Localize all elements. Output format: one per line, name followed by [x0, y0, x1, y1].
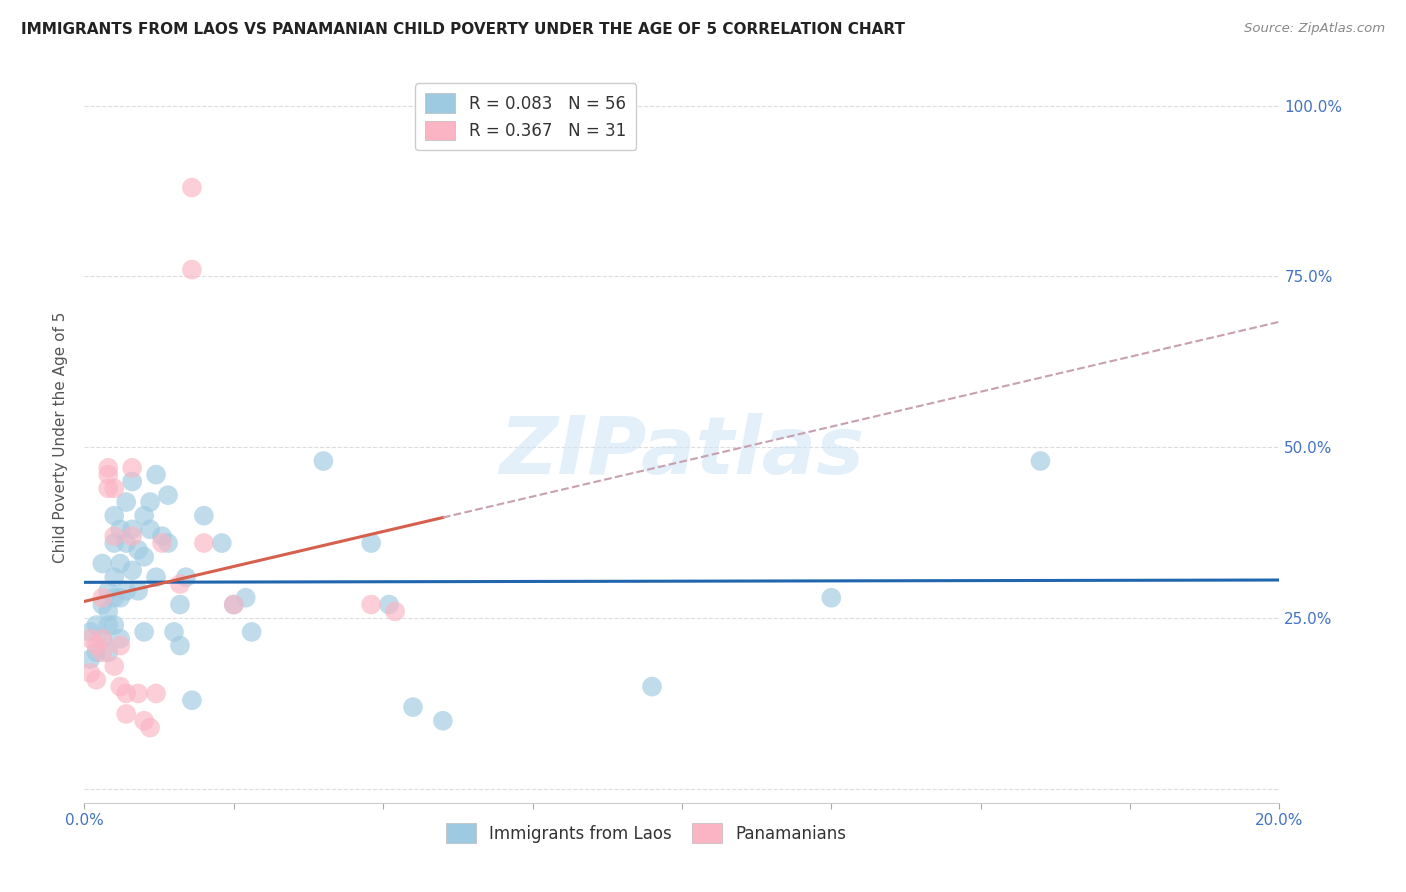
Point — [115, 706, 138, 721]
Point — [103, 570, 125, 584]
Point — [181, 180, 204, 194]
Point — [169, 577, 191, 591]
Point — [110, 522, 132, 536]
Point — [145, 467, 167, 482]
Point — [145, 570, 167, 584]
Point — [820, 591, 842, 605]
Point — [150, 536, 173, 550]
Point — [97, 618, 120, 632]
Text: IMMIGRANTS FROM LAOS VS PANAMANIAN CHILD POVERTY UNDER THE AGE OF 5 CORRELATION : IMMIGRANTS FROM LAOS VS PANAMANIAN CHILD… — [21, 22, 905, 37]
Point — [132, 714, 156, 728]
Point — [97, 467, 120, 482]
Point — [132, 508, 156, 523]
Point — [86, 618, 108, 632]
Point — [103, 659, 125, 673]
Point — [86, 645, 108, 659]
Point — [115, 686, 138, 700]
Point — [378, 598, 401, 612]
Point — [169, 639, 191, 653]
Point — [110, 632, 132, 646]
Point — [79, 665, 101, 680]
Point — [193, 508, 215, 523]
Point — [139, 495, 162, 509]
Point — [181, 693, 204, 707]
Point — [150, 529, 173, 543]
Point — [97, 481, 120, 495]
Text: Source: ZipAtlas.com: Source: ZipAtlas.com — [1244, 22, 1385, 36]
Point — [79, 652, 101, 666]
Point — [240, 624, 263, 639]
Point — [97, 645, 120, 659]
Point — [110, 639, 132, 653]
Point — [97, 604, 120, 618]
Y-axis label: Child Poverty Under the Age of 5: Child Poverty Under the Age of 5 — [53, 311, 69, 563]
Point — [181, 262, 204, 277]
Point — [91, 557, 114, 571]
Point — [169, 598, 191, 612]
Point — [97, 460, 120, 475]
Point — [127, 542, 149, 557]
Point — [121, 529, 143, 543]
Text: ZIPatlas: ZIPatlas — [499, 413, 865, 491]
Point — [110, 557, 132, 571]
Point — [222, 598, 245, 612]
Point — [86, 639, 108, 653]
Point — [79, 624, 101, 639]
Point — [432, 714, 454, 728]
Point — [127, 686, 149, 700]
Point — [121, 563, 143, 577]
Point — [641, 680, 664, 694]
Point — [139, 522, 162, 536]
Point — [91, 591, 114, 605]
Point — [402, 700, 425, 714]
Point — [157, 536, 180, 550]
Point — [103, 618, 125, 632]
Point — [91, 645, 114, 659]
Point — [1029, 454, 1052, 468]
Point — [222, 598, 245, 612]
Point — [132, 549, 156, 564]
Point — [174, 570, 197, 584]
Legend: Immigrants from Laos, Panamanians: Immigrants from Laos, Panamanians — [439, 817, 853, 849]
Point — [145, 686, 167, 700]
Point — [121, 475, 143, 489]
Point — [121, 460, 143, 475]
Point — [91, 598, 114, 612]
Point — [115, 536, 138, 550]
Point — [115, 583, 138, 598]
Point — [163, 624, 186, 639]
Point — [121, 522, 143, 536]
Point — [211, 536, 233, 550]
Point — [139, 721, 162, 735]
Point — [79, 632, 101, 646]
Point — [91, 632, 114, 646]
Point — [103, 529, 125, 543]
Point — [103, 481, 125, 495]
Point — [103, 536, 125, 550]
Point — [86, 673, 108, 687]
Point — [360, 598, 382, 612]
Point — [235, 591, 257, 605]
Point — [312, 454, 335, 468]
Point — [193, 536, 215, 550]
Point — [103, 591, 125, 605]
Point — [157, 488, 180, 502]
Point — [110, 680, 132, 694]
Point — [384, 604, 406, 618]
Point — [103, 508, 125, 523]
Point — [115, 495, 138, 509]
Point — [97, 583, 120, 598]
Point — [127, 583, 149, 598]
Point — [360, 536, 382, 550]
Point — [110, 591, 132, 605]
Point — [91, 632, 114, 646]
Point — [132, 624, 156, 639]
